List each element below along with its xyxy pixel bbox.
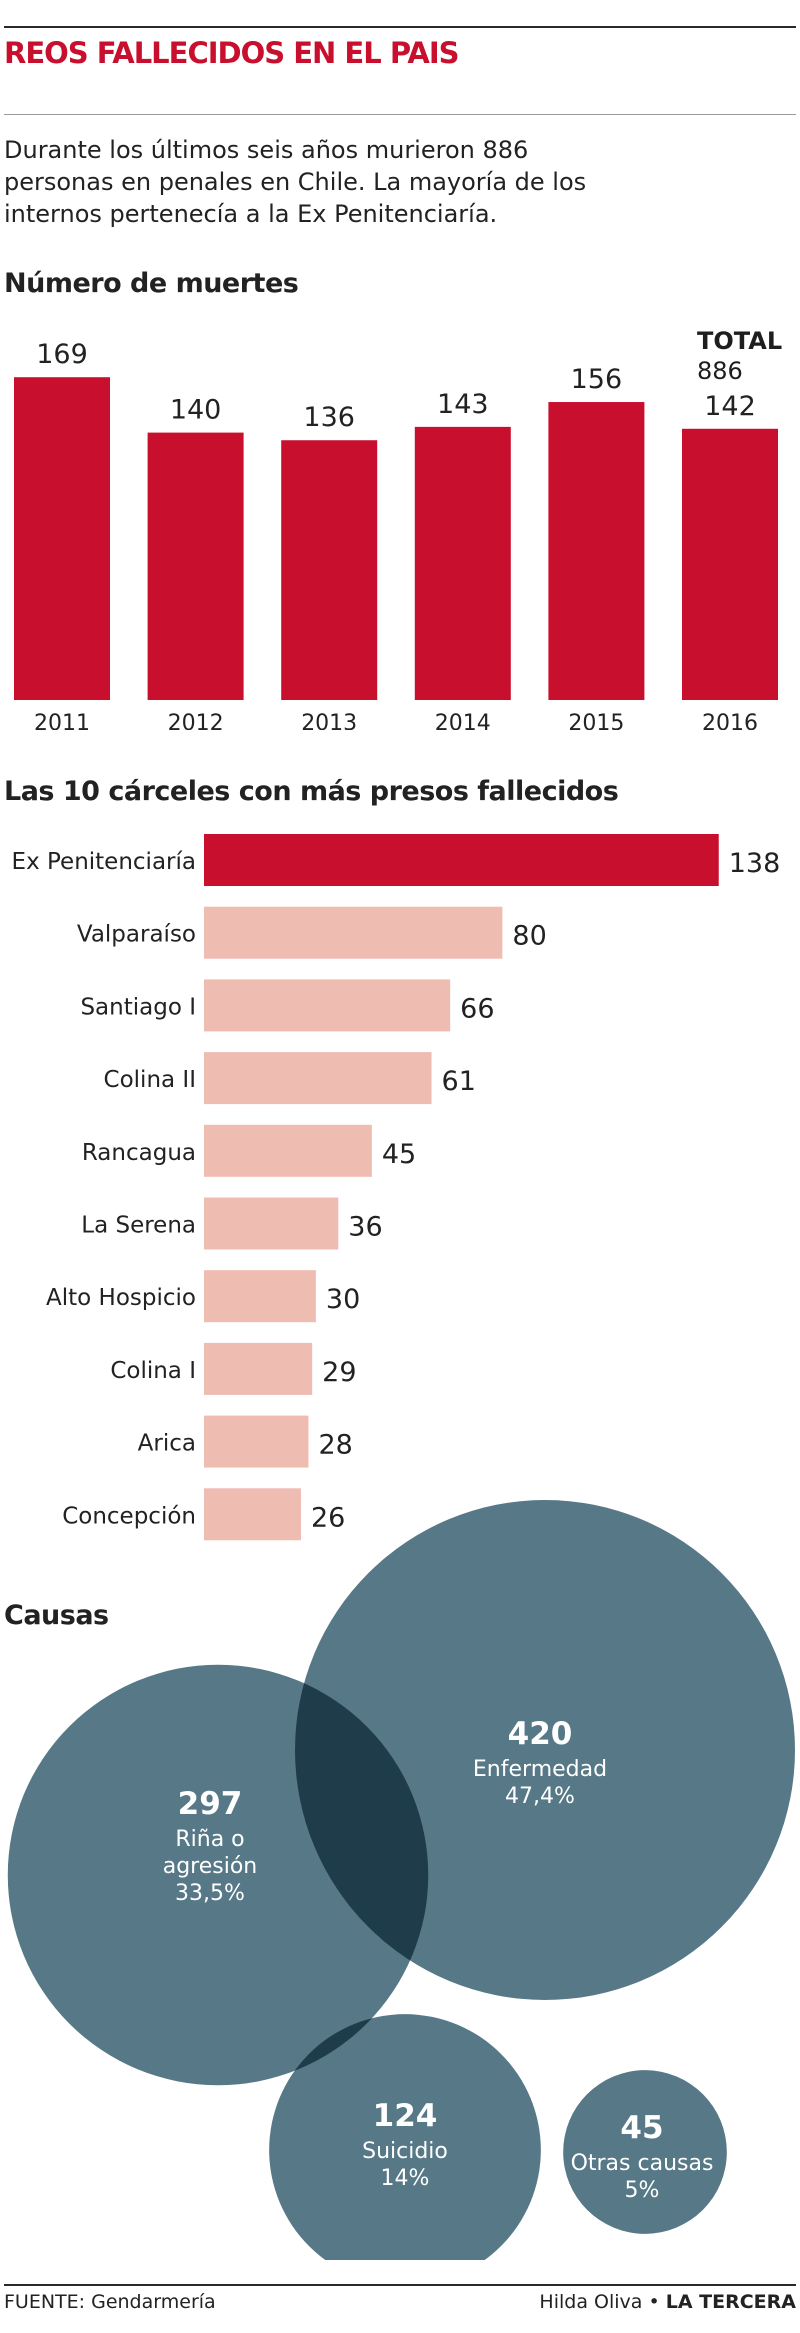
cause-value: 420 xyxy=(508,1716,573,1752)
prison-bar xyxy=(204,1124,372,1177)
cause-label: Riña o xyxy=(175,1827,244,1852)
prison-bar xyxy=(204,834,719,886)
prison-label: Rancagua xyxy=(82,1140,196,1166)
year-bar xyxy=(14,377,110,700)
year-bar xyxy=(414,426,511,700)
year-bar-value: 143 xyxy=(437,389,489,420)
cause-bubble xyxy=(563,2070,727,2234)
prison-bar xyxy=(204,1052,432,1105)
year-bar-value: 156 xyxy=(571,364,623,395)
cause-label: Suicidio xyxy=(362,2139,448,2164)
year-label: 2012 xyxy=(168,711,224,730)
prisons-bar-chart: Ex Penitenciaría 138 Valparaíso 80 Santiago … xyxy=(12,834,781,1541)
year-label: 2011 xyxy=(34,711,90,730)
prison-label: Valparaíso xyxy=(77,922,196,948)
prison-bar-value: 30 xyxy=(326,1284,360,1315)
year-label: 2014 xyxy=(435,711,491,730)
prison-label: Arica xyxy=(138,1431,196,1457)
deaths-chart-title: Número de muertes xyxy=(4,268,299,299)
total-label: TOTAL xyxy=(697,327,783,355)
year-bar-value: 140 xyxy=(170,395,222,426)
cause-label: Otras causas xyxy=(571,2151,714,2176)
prison-bar-value: 29 xyxy=(322,1357,356,1388)
total-box: TOTAL 886 xyxy=(697,326,782,386)
cause-value: 297 xyxy=(178,1786,243,1822)
prison-bar-value: 28 xyxy=(318,1430,352,1461)
intro-text: Durante los últimos seis años murieron 8… xyxy=(4,136,587,228)
footer-author: Hilda Oliva xyxy=(539,2291,643,2313)
footer-outlet: LA TERCERA xyxy=(665,2291,796,2313)
prison-bar xyxy=(204,1488,301,1541)
year-bar xyxy=(682,428,778,700)
prison-label: La Serena xyxy=(81,1213,196,1239)
year-label: 2013 xyxy=(301,711,357,730)
prison-label: Alto Hospicio xyxy=(46,1285,196,1311)
prison-bar xyxy=(204,979,451,1032)
prison-bar-value: 66 xyxy=(460,993,494,1024)
footer-source: FUENTE: Gendarmería xyxy=(4,2291,216,2313)
cause-value: 45 xyxy=(620,2110,663,2146)
prison-label: Colina I xyxy=(110,1358,196,1384)
year-label: 2015 xyxy=(568,711,624,730)
cause-percent: 47,4% xyxy=(505,1784,575,1809)
cause-bubble xyxy=(269,2014,541,2260)
prison-label: Colina II xyxy=(104,1067,196,1093)
cause-value: 124 xyxy=(373,2098,438,2134)
prison-bar-value: 61 xyxy=(442,1066,476,1097)
prison-bar-value: 80 xyxy=(512,921,546,952)
footer-credit: Hilda Oliva • LA TERCERA xyxy=(539,2291,796,2313)
prison-label: Santiago I xyxy=(80,994,196,1020)
footer-rule xyxy=(4,2284,796,2286)
year-bar xyxy=(281,440,378,700)
cause-label: Enfermedad xyxy=(473,1757,607,1782)
year-bar-value: 142 xyxy=(704,391,756,422)
cause-percent: 14% xyxy=(381,2166,430,2191)
prison-bar xyxy=(204,906,503,959)
prison-bar xyxy=(204,1197,339,1250)
title-rule xyxy=(4,114,796,115)
cause-percent: 5% xyxy=(625,2178,660,2203)
prison-bar-value: 26 xyxy=(311,1502,345,1533)
total-value: 886 xyxy=(697,357,743,385)
cause-percent: 33,5% xyxy=(175,1881,245,1906)
deaths-bar-chart: 169 2011 140 2012 136 2013 143 2014 156 2015 142 20… xyxy=(14,339,778,730)
prison-bar-value: 36 xyxy=(348,1212,382,1243)
footer-separator: • xyxy=(648,2291,660,2313)
prison-bar xyxy=(204,1342,313,1395)
causes-chart-title: Causas xyxy=(4,1600,109,1631)
year-bar xyxy=(548,402,645,700)
year-bar-value: 169 xyxy=(36,339,88,370)
prison-label: Concepción xyxy=(62,1503,196,1529)
page-title: REOS FALLECIDOS EN EL PAIS xyxy=(4,36,460,70)
prison-bar-value: 138 xyxy=(729,848,781,879)
top-rule xyxy=(4,26,796,28)
year-bar-value: 136 xyxy=(303,402,355,433)
cause-label: agresión xyxy=(163,1854,258,1879)
prison-label: Ex Penitenciaría xyxy=(12,849,196,875)
prisons-chart-title: Las 10 cárceles con más presos fallecido… xyxy=(4,776,619,807)
year-label: 2016 xyxy=(702,711,758,730)
year-bar xyxy=(147,432,244,700)
prison-bar xyxy=(204,1415,309,1468)
prison-bar xyxy=(204,1270,316,1323)
prison-bar-value: 45 xyxy=(382,1139,416,1170)
